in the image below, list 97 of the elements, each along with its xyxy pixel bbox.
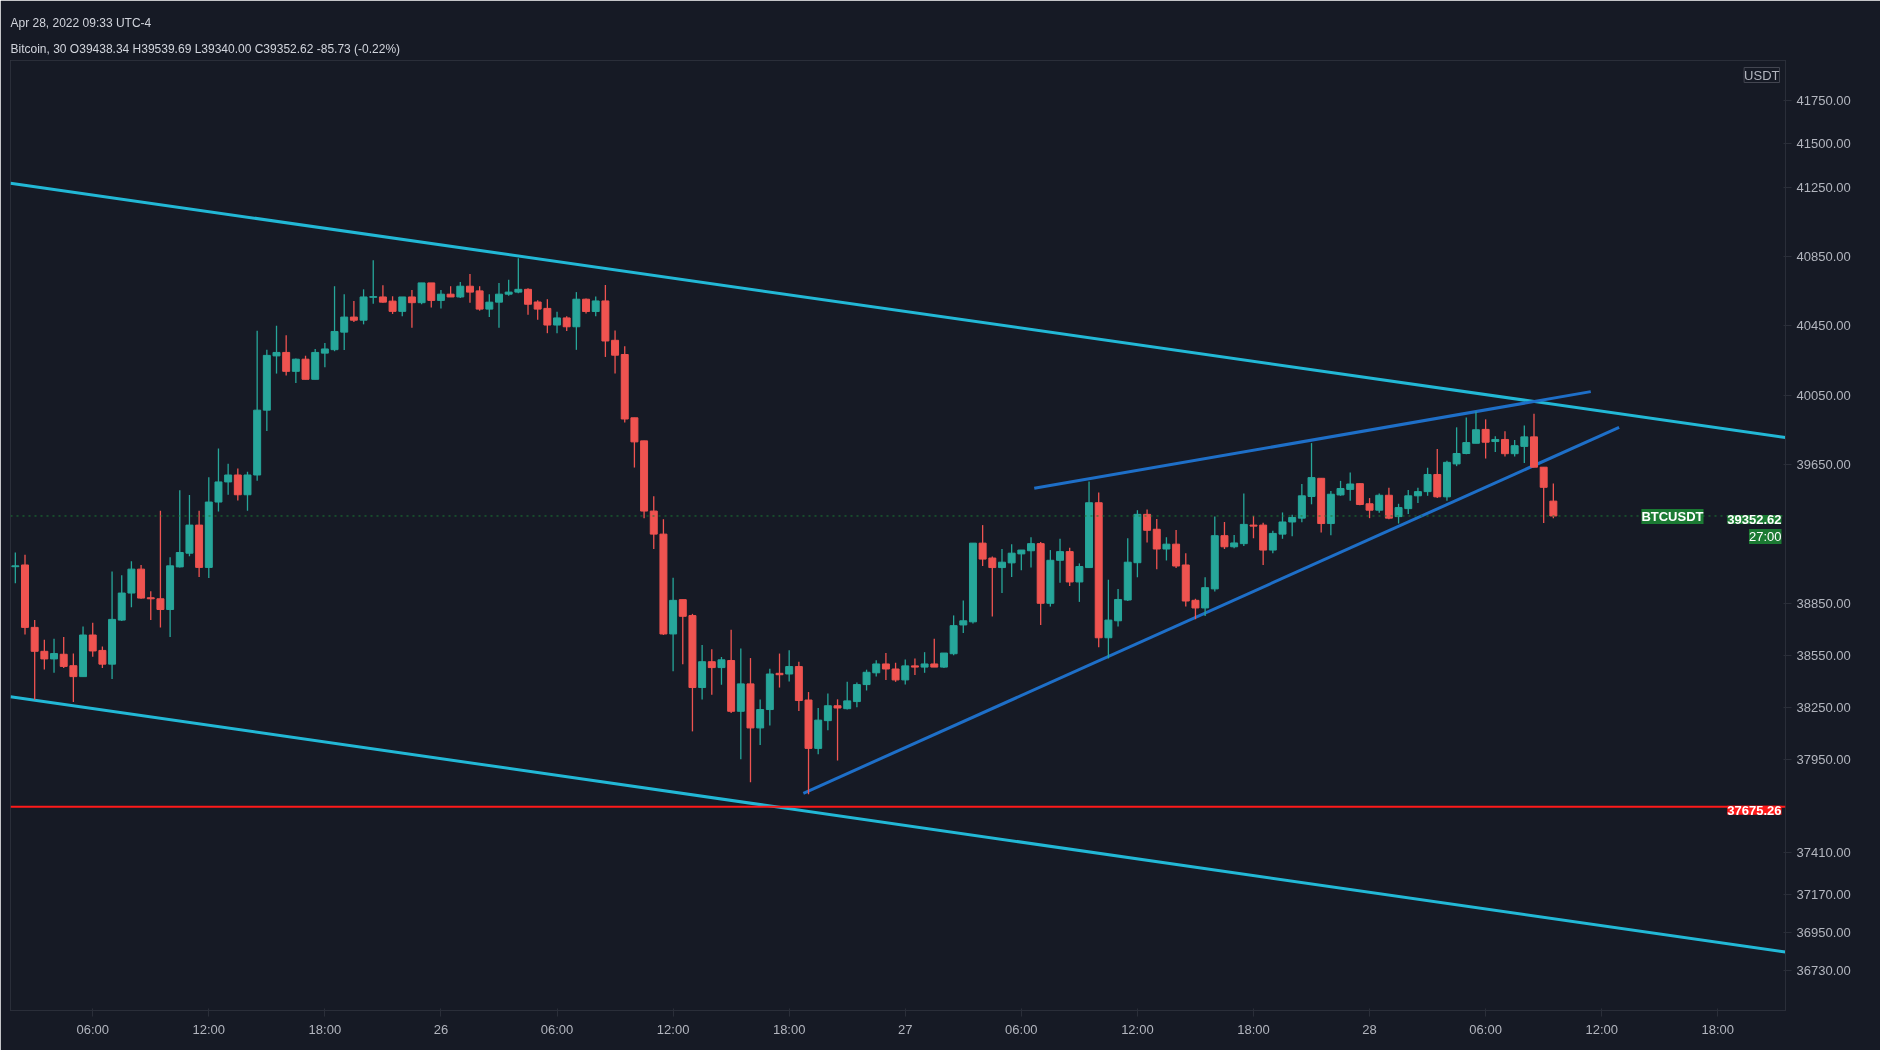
y-tick-label: 37410.00 xyxy=(1796,845,1851,861)
x-tick-label: 18:00 xyxy=(1237,1021,1270,1037)
y-tick-label: 39650.00 xyxy=(1796,456,1851,472)
x-tick-label: 18:00 xyxy=(1701,1021,1735,1037)
y-tick-label: 41500.00 xyxy=(1796,136,1851,152)
candlestick xyxy=(756,698,765,746)
ref-line-label: 39352.62 xyxy=(1727,511,1782,527)
candlestick xyxy=(495,282,503,329)
candlestick xyxy=(1230,534,1239,549)
candlestick xyxy=(146,590,155,621)
candlestick xyxy=(417,282,426,305)
candlestick xyxy=(398,296,407,317)
candlestick xyxy=(291,357,300,384)
candlestick xyxy=(407,289,416,329)
x-tick-label: 06:00 xyxy=(540,1021,574,1037)
candlestick xyxy=(50,638,59,674)
candlestick xyxy=(11,551,20,584)
y-tick-label: 38850.00 xyxy=(1796,595,1851,611)
y-tick-label: 37170.00 xyxy=(1796,886,1851,902)
candlestick xyxy=(1384,487,1393,520)
candlestick xyxy=(1239,492,1248,547)
candlestick xyxy=(1539,466,1548,524)
candlestick xyxy=(649,495,658,550)
candlestick xyxy=(920,651,929,674)
y-tick-label: 36950.00 xyxy=(1796,924,1851,940)
candlestick xyxy=(910,657,919,676)
candlestick xyxy=(243,471,252,512)
chart-title: Bitcoin, 30 O39438.34 H39539.69 L39340.00 C39352.62 -85.73 (-0.22%) xyxy=(10,41,401,56)
x-tick-label: 12:00 xyxy=(192,1021,226,1037)
candlestick xyxy=(514,257,523,294)
candlestick xyxy=(224,463,233,496)
candlestick xyxy=(1481,418,1490,460)
y-tick-label: 41750.00 xyxy=(1796,92,1851,108)
candlestick xyxy=(301,355,310,380)
x-tick-label: 12:00 xyxy=(1121,1021,1154,1037)
candlestick xyxy=(1433,448,1442,499)
candlestick xyxy=(349,300,358,323)
candlestick xyxy=(127,560,136,608)
candlestick xyxy=(233,467,242,502)
y-tick-label: 40450.00 xyxy=(1796,318,1851,334)
candlestick xyxy=(707,648,716,696)
candlestick xyxy=(785,649,794,683)
candlestick xyxy=(156,510,165,629)
candlestick xyxy=(485,293,494,318)
x-tick-label: 12:00 xyxy=(1585,1021,1618,1037)
candlestick xyxy=(1143,508,1152,544)
candlestick xyxy=(1471,410,1480,444)
x-tick-label: 27 xyxy=(898,1021,913,1037)
candlestick xyxy=(823,692,832,731)
candlestick xyxy=(717,656,726,686)
candlestick xyxy=(1172,529,1181,569)
candlestick xyxy=(959,599,968,634)
x-tick-label: 06:00 xyxy=(1005,1021,1038,1037)
candlestick xyxy=(1152,518,1161,570)
x-tick-label: 18:00 xyxy=(308,1021,342,1037)
y-tick-label: 38250.00 xyxy=(1796,699,1851,715)
candlestick xyxy=(214,447,223,513)
candlestick xyxy=(282,334,291,377)
candlestick xyxy=(591,295,600,317)
chart-subtitle: Apr 28, 2022 09:33 UTC-4 xyxy=(10,15,152,30)
y-tick-label: 38550.00 xyxy=(1796,647,1851,663)
candlestick xyxy=(475,285,484,312)
annotation: 27:00 xyxy=(1748,528,1782,544)
candlestick xyxy=(1501,430,1509,458)
candlestick xyxy=(833,698,842,762)
annotation: BTCUSDT xyxy=(1641,508,1704,524)
candlestick xyxy=(1027,536,1035,569)
candlestick xyxy=(1375,492,1384,514)
y-tick-label: 40050.00 xyxy=(1796,387,1851,403)
candlestick xyxy=(775,652,784,689)
candlestick xyxy=(930,638,939,668)
candlestick xyxy=(843,681,852,711)
candlestick xyxy=(1220,521,1229,550)
y-tick-label: 36730.00 xyxy=(1796,963,1851,979)
candlestick xyxy=(1288,514,1297,537)
x-tick-label: 28 xyxy=(1362,1021,1377,1037)
ref-line-label: 37675.26 xyxy=(1727,802,1782,818)
y-tick-label: 41250.00 xyxy=(1796,179,1851,195)
x-tick-label: 18:00 xyxy=(772,1021,806,1037)
candlestick xyxy=(1056,538,1065,584)
candlestick xyxy=(436,289,445,310)
candlestick xyxy=(1549,482,1558,519)
candlestick xyxy=(901,658,910,686)
x-tick-label: 26 xyxy=(433,1021,449,1037)
candlestick xyxy=(998,548,1006,594)
x-tick-label: 06:00 xyxy=(76,1021,109,1037)
candlestick xyxy=(465,273,474,304)
candlestick xyxy=(524,287,532,316)
x-tick-label: 06:00 xyxy=(1469,1021,1502,1037)
y-tick-label: 37950.00 xyxy=(1796,751,1851,767)
candlestick xyxy=(1162,536,1171,562)
annotation: USDT xyxy=(1744,67,1780,83)
y-tick-label: 40850.00 xyxy=(1796,248,1851,264)
x-tick-label: 12:00 xyxy=(656,1021,690,1037)
candlestick xyxy=(553,311,562,334)
candlestick xyxy=(427,282,436,309)
candlestick xyxy=(1201,576,1210,617)
